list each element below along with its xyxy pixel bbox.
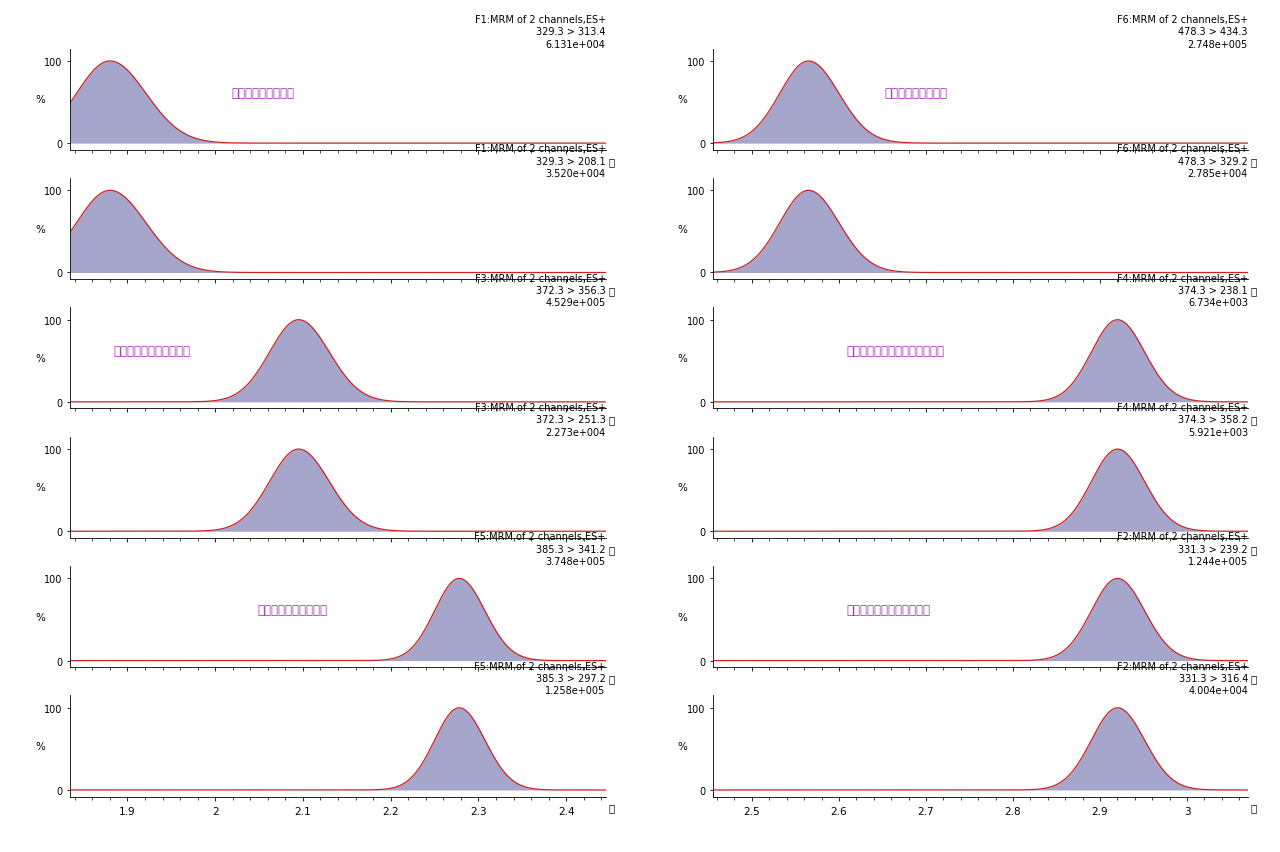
- Text: F3:MRM of 2 channels,ES+
372.3 > 356.3
4.529e+005: F3:MRM of 2 channels,ES+ 372.3 > 356.3 4…: [475, 273, 605, 308]
- Text: 分: 分: [1251, 544, 1257, 554]
- Text: F5:MRM of 2 channels,ES+
385.3 > 297.2
1.258e+005: F5:MRM of 2 channels,ES+ 385.3 > 297.2 1…: [475, 661, 605, 696]
- Y-axis label: %: %: [677, 741, 687, 751]
- Text: F2:MRM of 2 channels,ES+
331.3 > 239.2
1.244e+005: F2:MRM of 2 channels,ES+ 331.3 > 239.2 1…: [1116, 532, 1248, 567]
- Text: ロイコクリスタルバイオレット: ロイコクリスタルバイオレット: [846, 345, 945, 358]
- Text: 分: 分: [1251, 415, 1257, 425]
- Y-axis label: %: %: [677, 483, 687, 492]
- Text: F5:MRM of 2 channels,ES+
385.3 > 341.2
3.748e+005: F5:MRM of 2 channels,ES+ 385.3 > 341.2 3…: [475, 532, 605, 567]
- Text: 分: 分: [1251, 673, 1257, 683]
- Text: 分: 分: [608, 415, 614, 425]
- Text: クリスタルバイオレット: クリスタルバイオレット: [113, 345, 191, 358]
- Text: 分: 分: [1251, 285, 1257, 296]
- Text: マラカイトグリーン: マラカイトグリーン: [230, 87, 294, 100]
- Y-axis label: %: %: [677, 354, 687, 364]
- Y-axis label: %: %: [36, 741, 45, 751]
- Text: 分: 分: [1251, 803, 1257, 813]
- Y-axis label: %: %: [36, 483, 45, 492]
- Text: 分: 分: [608, 673, 614, 683]
- Text: 分: 分: [1251, 157, 1257, 166]
- Text: F4:MRM of 2 channels,ES+
374.3 > 238.1
6.734e+003: F4:MRM of 2 channels,ES+ 374.3 > 238.1 6…: [1117, 273, 1248, 308]
- Y-axis label: %: %: [36, 612, 45, 622]
- Text: ヴィクトリアブルー: ヴィクトリアブルー: [884, 87, 947, 100]
- Y-axis label: %: %: [36, 354, 45, 364]
- Y-axis label: %: %: [677, 95, 687, 105]
- Text: F6:MRM of 2 channels,ES+
478.3 > 434.3
2.748e+005: F6:MRM of 2 channels,ES+ 478.3 > 434.3 2…: [1117, 14, 1248, 49]
- Text: ロイコマラカイトグリーン: ロイコマラカイトグリーン: [846, 603, 931, 617]
- Text: 分: 分: [608, 157, 614, 166]
- Text: F2:MRM of 2 channels,ES+
331.3 > 316.4
4.004e+004: F2:MRM of 2 channels,ES+ 331.3 > 316.4 4…: [1116, 661, 1248, 696]
- Text: 分: 分: [608, 544, 614, 554]
- Y-axis label: %: %: [677, 612, 687, 622]
- Text: F3:MRM of 2 channels,ES+
372.3 > 251.3
2.273e+004: F3:MRM of 2 channels,ES+ 372.3 > 251.3 2…: [475, 402, 605, 437]
- Text: F1:MRM of 2 channels,ES+
329.3 > 208.1
3.520e+004: F1:MRM of 2 channels,ES+ 329.3 > 208.1 3…: [475, 144, 605, 179]
- Text: 分: 分: [608, 285, 614, 296]
- Text: ブリリアントグリーン: ブリリアントグリーン: [257, 603, 328, 617]
- Y-axis label: %: %: [36, 95, 45, 105]
- Text: F1:MRM of 2 channels,ES+
329.3 > 313.4
6.131e+004: F1:MRM of 2 channels,ES+ 329.3 > 313.4 6…: [475, 14, 605, 49]
- Text: 分: 分: [608, 803, 614, 813]
- Text: F6:MRM of 2 channels,ES+
478.3 > 329.2
2.785e+004: F6:MRM of 2 channels,ES+ 478.3 > 329.2 2…: [1117, 144, 1248, 179]
- Y-axis label: %: %: [677, 224, 687, 234]
- Text: F4:MRM of 2 channels,ES+
374.3 > 358.2
5.921e+003: F4:MRM of 2 channels,ES+ 374.3 > 358.2 5…: [1117, 402, 1248, 437]
- Y-axis label: %: %: [36, 224, 45, 234]
